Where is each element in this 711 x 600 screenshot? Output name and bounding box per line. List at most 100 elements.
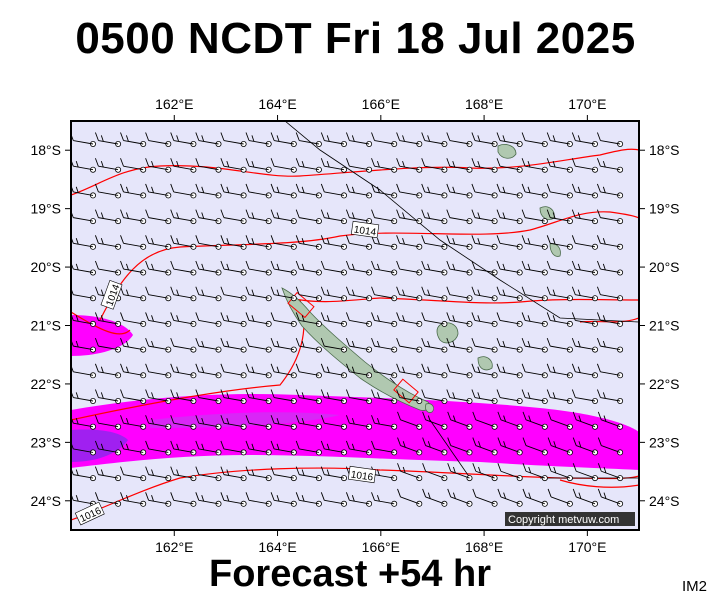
wind-barb	[345, 337, 373, 353]
wind-barb	[496, 260, 523, 276]
wind-barb	[597, 463, 624, 482]
wind-barb	[471, 260, 498, 276]
ile-des-pins	[425, 403, 434, 413]
lat-tick-label: 19°S	[30, 201, 61, 217]
wind-barb	[447, 488, 473, 507]
wind-barb	[345, 415, 373, 430]
wind-band-southern-core	[71, 429, 128, 462]
wind-barb	[295, 286, 322, 302]
wind-barb	[371, 183, 398, 199]
wind-barb	[195, 415, 222, 430]
wind-barb	[345, 183, 373, 199]
wind-barb	[245, 389, 272, 404]
wind-barb	[120, 363, 147, 379]
vanuatu-north	[497, 144, 517, 159]
wind-barb	[497, 437, 523, 456]
lat-tick-label: 22°S	[649, 376, 680, 392]
wind-barb	[597, 437, 624, 456]
wind-barb	[371, 132, 398, 147]
wind-barb	[270, 209, 297, 225]
wind-barb	[170, 415, 197, 430]
wind-barb	[345, 440, 373, 456]
wind-barb	[320, 440, 347, 456]
isobar-label-group: 1014 1014 1016 1016	[74, 220, 380, 526]
wind-barb	[195, 363, 222, 379]
lon-tick-label: 166°E	[362, 96, 400, 112]
copyright-text: Copyright metvuw.com	[508, 514, 619, 526]
wind-barb	[295, 209, 322, 225]
wind-barb	[170, 389, 197, 404]
wind-barb	[421, 158, 448, 173]
wind-barb	[446, 337, 473, 353]
wind-barb	[521, 286, 548, 302]
wind-barb	[547, 463, 573, 482]
wind-barb	[422, 463, 448, 482]
wind-barb	[170, 286, 197, 302]
wind-barb	[270, 466, 297, 482]
wind-barb	[446, 363, 473, 379]
lat-tick-label: 22°S	[30, 376, 61, 392]
wind-barb	[245, 183, 272, 199]
wind-barb	[345, 363, 373, 379]
wind-barb	[320, 415, 347, 430]
wind-barb	[522, 488, 548, 507]
wind-barb	[94, 337, 122, 353]
wind-barb	[496, 337, 523, 353]
wind-barb	[120, 466, 147, 482]
wind-barb	[120, 132, 147, 147]
wind-barb	[371, 440, 398, 456]
wind-barb	[446, 235, 473, 250]
wind-barb	[371, 389, 398, 404]
wind-barb	[546, 235, 573, 250]
wind-barb	[397, 411, 423, 430]
wind-barb	[546, 286, 573, 302]
wind-barb	[447, 411, 473, 430]
wind-barb	[270, 312, 297, 327]
wind-barb	[320, 337, 347, 353]
wind-barb	[521, 389, 548, 404]
wind-barb	[270, 440, 297, 456]
wind-barb	[320, 389, 347, 404]
wind-barb	[571, 209, 599, 225]
wind-barb	[220, 209, 247, 225]
wind-barb	[195, 492, 222, 507]
lon-tick-label: 168°E	[465, 96, 503, 112]
wind-barb	[320, 183, 347, 199]
wind-barb	[396, 260, 423, 276]
wind-barb	[471, 389, 498, 404]
wind-barb	[170, 209, 197, 225]
wind-barb	[521, 209, 548, 225]
wind-barb	[345, 260, 373, 276]
wind-barb	[446, 183, 473, 199]
lat-tick-label: 21°S	[649, 318, 680, 334]
wind-barb	[472, 411, 498, 430]
wind-barb	[396, 337, 423, 353]
wind-barb	[496, 158, 523, 173]
wind-barb	[596, 389, 624, 404]
wind-barb	[295, 337, 322, 353]
wind-barb	[220, 363, 247, 379]
wind-barb	[220, 466, 247, 482]
wind-barb	[120, 389, 147, 404]
wind-barb	[396, 363, 423, 379]
wind-barb	[94, 415, 122, 430]
wind-barb	[170, 440, 197, 456]
wind-barb	[496, 312, 523, 327]
wind-barb	[195, 286, 222, 302]
wind-barb	[596, 158, 624, 173]
wind-barb	[496, 183, 523, 199]
wind-barb	[71, 261, 97, 276]
wind-barb	[496, 235, 523, 250]
wind-barb	[471, 312, 498, 327]
wind-barb	[446, 286, 473, 302]
wind-barb	[295, 363, 322, 379]
wind-barb	[345, 158, 373, 173]
lat-tick-label: 18°S	[649, 142, 680, 158]
wind-barb	[94, 260, 122, 276]
wind-barb	[521, 183, 548, 199]
chart-code: IM2	[681, 578, 707, 595]
wind-barb	[245, 466, 272, 482]
wind-barb	[295, 492, 322, 507]
wind-barb	[71, 133, 97, 147]
